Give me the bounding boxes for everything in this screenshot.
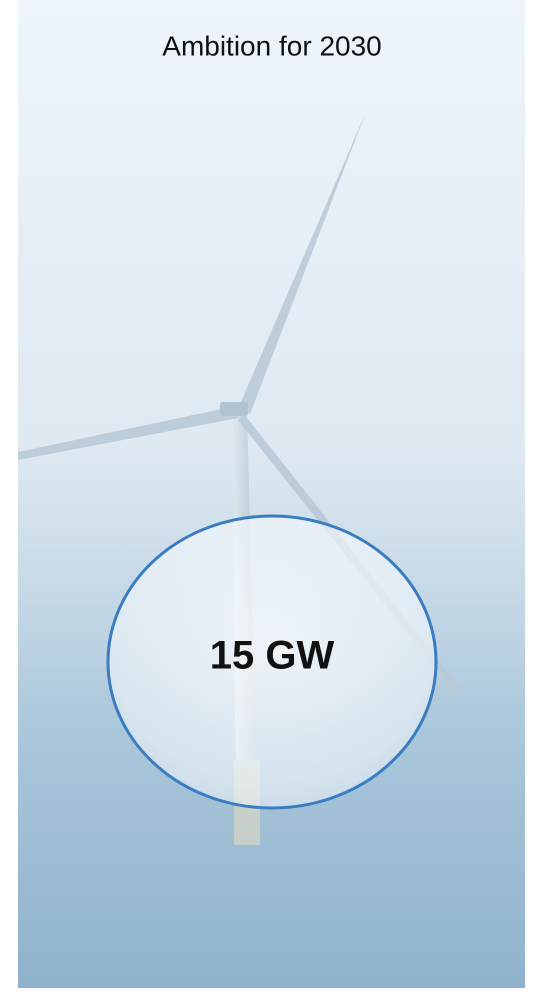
title: Ambition for 2030 — [162, 30, 381, 61]
background-photo — [18, 0, 525, 988]
highlight-value: 15 GW — [210, 634, 335, 678]
highlight-circle — [106, 514, 438, 810]
